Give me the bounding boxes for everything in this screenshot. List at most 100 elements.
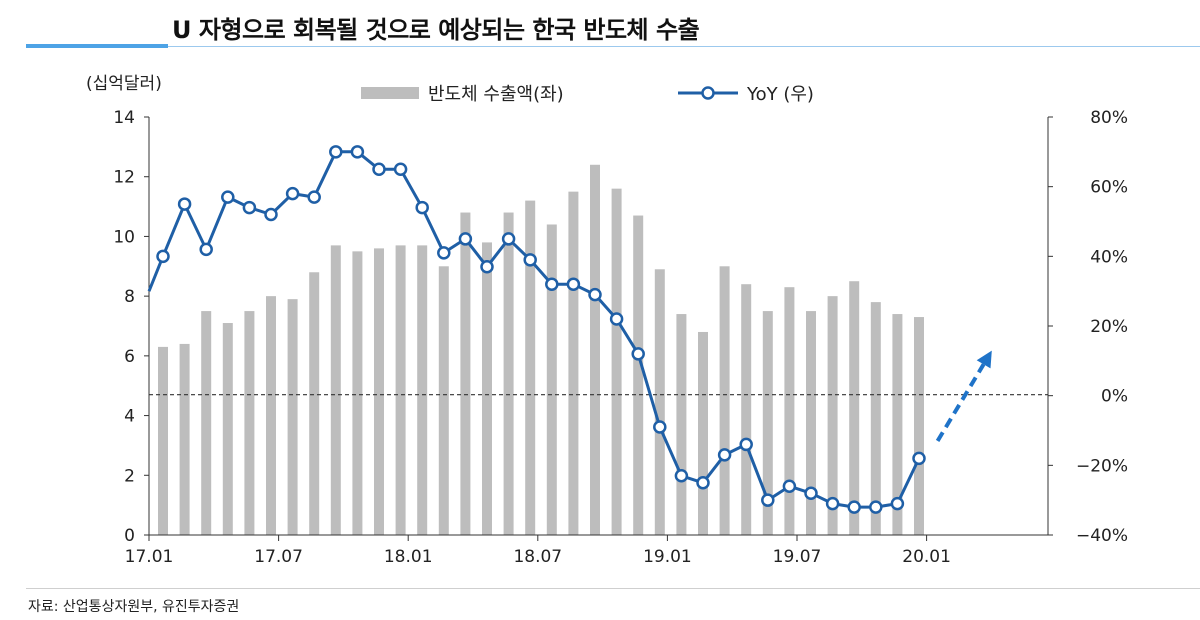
yoy-point-18.05: [501, 232, 516, 246]
chart-title: U 자형으로 회복될 것으로 예상되는 한국 반도체 수출: [172, 16, 700, 44]
bar-17.09: [330, 245, 341, 535]
bar-19.04: [741, 284, 752, 535]
yoy-point-18.02: [437, 246, 451, 260]
x-tick-label: 20.01: [902, 547, 951, 567]
bar-19.01: [676, 314, 687, 535]
yoy-point-19.10: [869, 500, 883, 514]
bar-19.12: [914, 317, 924, 535]
forecast-arrow-shaft: [935, 363, 986, 442]
title-accent-rule: [26, 44, 168, 48]
bar-18.02: [438, 266, 449, 535]
yoy-point-18.06: [523, 253, 537, 267]
legend-line-label: YoY (우): [746, 84, 814, 105]
yoy-point-17.02: [177, 197, 192, 211]
left-tick-label: 14: [113, 108, 135, 128]
bar-19.03: [719, 266, 730, 535]
yoy-point-17.07: [285, 186, 300, 201]
right-tick-label: 80%: [1090, 108, 1128, 128]
yoy-point-19.09: [847, 500, 861, 514]
bar-18.08: [568, 191, 579, 535]
yoy-point-17.03: [199, 242, 213, 257]
yoy-point-18.01: [415, 200, 429, 215]
bar-19.02: [698, 331, 708, 535]
right-tick-label: 60%: [1090, 178, 1128, 198]
bar-19.07: [806, 311, 816, 535]
yoy-point-19.04: [739, 437, 753, 452]
bar-19.11: [892, 314, 903, 535]
bar-17.01: [158, 346, 168, 535]
x-tick-label: 19.07: [773, 547, 822, 567]
yoy-point-17.05: [242, 200, 257, 215]
yoy-point-19.12: [912, 451, 926, 466]
left-tick-label: 10: [113, 227, 135, 247]
yoy-point-17.08: [307, 190, 321, 204]
yoy-point-18.03: [458, 232, 473, 246]
x-tick-label: 17.07: [254, 547, 303, 567]
bar-19.06: [784, 287, 795, 535]
left-tick-label: 8: [124, 287, 135, 307]
bar-17.07: [287, 299, 298, 535]
x-tick-label: 17.01: [125, 547, 174, 567]
y-left-label: (십억달러): [86, 74, 162, 94]
yoy-point-17.12: [393, 162, 408, 176]
yoy-point-19.08: [825, 496, 840, 511]
yoy-point-19.02: [696, 476, 710, 490]
left-tick-label: 6: [124, 347, 135, 367]
yoy-point-19.06: [782, 479, 797, 493]
x-tick-label: 19.01: [643, 547, 692, 567]
right-tick-label: −40%: [1076, 526, 1128, 546]
yoy-point-18.07: [545, 277, 559, 291]
left-tick-label: 4: [124, 407, 135, 427]
bar-17.05: [244, 311, 255, 535]
yoy-point-17.11: [372, 162, 386, 176]
title-rule: [168, 46, 1200, 47]
bar-17.02: [179, 343, 190, 535]
legend-bar-swatch: [361, 87, 419, 99]
yoy-point-19.01: [674, 469, 689, 483]
right-tick-label: 20%: [1090, 317, 1128, 337]
yoy-point-18.08: [566, 277, 581, 291]
chart-canvas: 0 2 4 6 8 10 12 14 (십억달러) 80% 60% 40% 20% 0% −20% −40% 1…: [86, 74, 1128, 567]
bar-18.10: [611, 188, 622, 535]
bar-18.06: [525, 200, 536, 535]
bar-19.08: [827, 296, 838, 535]
right-tick-label: −20%: [1076, 456, 1128, 476]
yoy-point-18.09: [588, 287, 602, 302]
bar-18.09: [590, 164, 600, 535]
yoy-point-17.04: [221, 190, 235, 204]
bar-17.12: [395, 245, 406, 535]
bar-17.10: [352, 251, 363, 535]
bar-17.06: [266, 296, 276, 535]
bar-18.07: [546, 224, 557, 535]
bar-17.04: [222, 323, 233, 535]
x-tick-label: 18.01: [384, 547, 433, 567]
bar-17.03: [201, 311, 212, 535]
source-rule: [26, 588, 1200, 589]
right-tick-label: 40%: [1090, 247, 1128, 267]
source-note: 자료: 산업통상자원부, 유진투자증권: [28, 599, 240, 615]
yoy-point-17.09: [329, 145, 343, 159]
left-tick-label: 0: [124, 526, 135, 546]
yoy-point-19.07: [804, 486, 818, 500]
legend-bar-label: 반도체 수출액(좌): [428, 84, 564, 105]
bar-19.05: [762, 311, 773, 535]
bar-18.03: [460, 212, 471, 536]
legend-line-marker: [701, 86, 715, 100]
yoy-point-19.03: [717, 448, 732, 462]
left-tick-label: 12: [113, 168, 135, 188]
bar-19.10: [870, 302, 881, 535]
left-tick-label: 2: [124, 466, 135, 486]
right-tick-label: 0%: [1101, 387, 1128, 407]
yoy-point-19.05: [761, 493, 775, 507]
bar-18.05: [503, 212, 514, 536]
bar-18.12: [654, 269, 665, 535]
yoy-point-19.11: [890, 496, 905, 511]
x-tick-label: 18.07: [513, 547, 562, 567]
yoy-point-17.01: [156, 249, 170, 264]
bar-19.09: [849, 281, 860, 535]
yoy-point-18.11: [631, 347, 645, 361]
bar-18.01: [417, 245, 428, 535]
forecast-arrowhead-icon: [976, 350, 992, 369]
bar-17.08: [309, 272, 320, 535]
bar-18.04: [482, 242, 492, 535]
